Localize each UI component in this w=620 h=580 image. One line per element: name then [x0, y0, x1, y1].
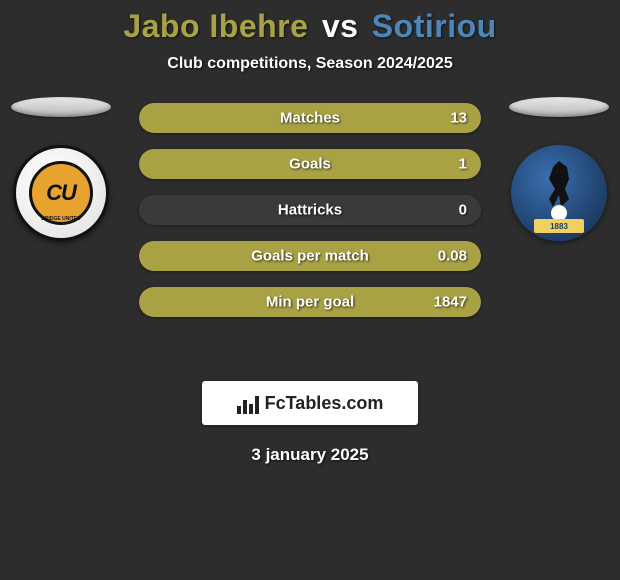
subtitle: Club competitions, Season 2024/2025	[0, 55, 620, 73]
brand-text: FcTables.com	[265, 393, 384, 414]
left-team-logo: CU BRIDGE UNITED	[13, 145, 109, 241]
page-title: Jabo Ibehre vs Sotiriou	[0, 8, 620, 45]
right-team-logo: 1883	[511, 145, 607, 241]
stat-label: Matches	[280, 110, 340, 127]
stat-row: Goals 1	[139, 149, 481, 179]
left-team-band: BRIDGE UNITED	[20, 216, 102, 232]
stat-value-right: 1	[459, 156, 467, 173]
vs-label: vs	[322, 8, 359, 44]
stat-value-right: 13	[450, 110, 467, 127]
stat-value-right: 1847	[434, 294, 467, 311]
right-team-year: 1883	[534, 219, 584, 233]
player2-name: Sotiriou	[372, 8, 497, 44]
stat-value-right: 0.08	[438, 248, 467, 265]
stat-row: Min per goal 1847	[139, 287, 481, 317]
left-team-column: CU BRIDGE UNITED	[6, 97, 116, 241]
stat-label: Min per goal	[266, 294, 354, 311]
stat-row: Hattricks 0	[139, 195, 481, 225]
pirate-icon	[539, 159, 579, 209]
comparison-area: CU BRIDGE UNITED Matches 13 Goals 1 Hattrick…	[0, 103, 620, 363]
right-team-column: 1883	[504, 97, 614, 241]
left-platform	[11, 97, 111, 117]
date-label: 3 january 2025	[0, 445, 620, 465]
stat-row: Matches 13	[139, 103, 481, 133]
stat-value-right: 0	[459, 202, 467, 219]
stat-label: Goals per match	[251, 248, 369, 265]
stat-label: Goals	[289, 156, 331, 173]
right-platform	[509, 97, 609, 117]
bar-chart-icon	[237, 392, 259, 414]
stat-label: Hattricks	[278, 202, 342, 219]
player1-name: Jabo Ibehre	[123, 8, 308, 44]
brand-badge: FcTables.com	[202, 381, 418, 425]
stats-bars: Matches 13 Goals 1 Hattricks 0 Goals per match…	[139, 103, 481, 333]
stat-row: Goals per match 0.08	[139, 241, 481, 271]
